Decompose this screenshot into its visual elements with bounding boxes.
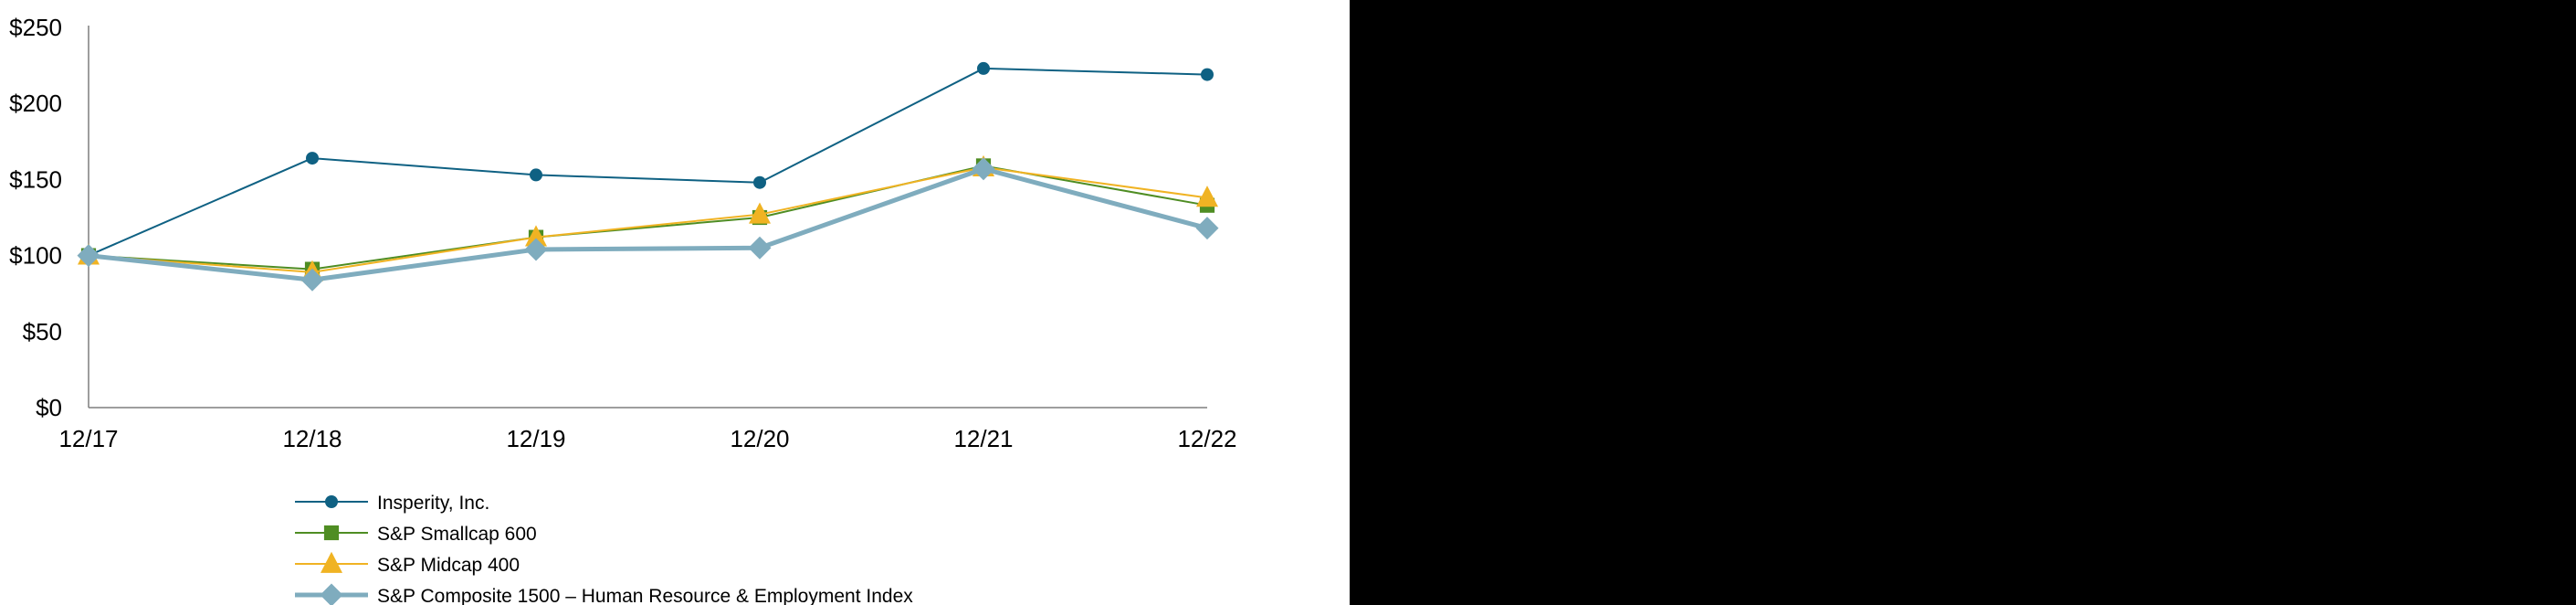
series-s-p-composite-1500-human-resource-employment-index xyxy=(77,157,1219,292)
y-tick-label: $250 xyxy=(9,14,62,41)
legend-label: Insperity, Inc. xyxy=(377,493,489,514)
legend-item: S&P Midcap 400 xyxy=(295,551,520,576)
data-point-triangle xyxy=(749,202,771,224)
data-point-diamond xyxy=(748,236,772,260)
data-point-diamond xyxy=(77,244,100,268)
legend-marker-circle xyxy=(325,495,338,508)
y-tick-label: $100 xyxy=(9,242,62,270)
data-point-triangle xyxy=(1196,186,1218,207)
axes: $0 $50 $100 $150 $200 $250 12/17 12/18 12/19 12/2… xyxy=(9,14,1236,452)
y-tick-label: $0 xyxy=(36,394,62,421)
series-s-p-midcap-400 xyxy=(78,154,1218,281)
data-point-diamond xyxy=(524,238,548,261)
legend-marker-triangle xyxy=(321,551,342,573)
data-point-diamond xyxy=(972,157,995,181)
x-tick-label: 12/21 xyxy=(953,425,1013,452)
black-panel xyxy=(1350,0,2576,605)
legend-marker-square xyxy=(323,525,340,541)
legend-label: S&P Midcap 400 xyxy=(377,555,520,576)
data-point-triangle xyxy=(525,225,547,247)
legend-item: Insperity, Inc. xyxy=(295,493,489,514)
legend-item: S&P Composite 1500 – Human Resource & Em… xyxy=(295,583,913,605)
legend-marker-diamond xyxy=(320,583,343,605)
x-tick-label: 12/22 xyxy=(1177,425,1236,452)
data-point-diamond xyxy=(300,268,324,292)
series-line-insperity-inc xyxy=(88,67,1208,257)
data-point-circle xyxy=(306,152,319,165)
x-tick-label: 12/18 xyxy=(282,425,342,452)
legend: Insperity, Inc. S&P Smallcap 600 S&P Midca… xyxy=(295,493,913,605)
series-line-s-p-composite-1500-human-resource-employment-index xyxy=(88,166,1208,282)
legend-item: S&P Smallcap 600 xyxy=(295,524,537,545)
x-tick-label: 12/20 xyxy=(730,425,789,452)
y-tick-label: $50 xyxy=(23,318,62,345)
y-tick-label: $200 xyxy=(9,90,62,117)
legend-label: S&P Composite 1500 – Human Resource & Em… xyxy=(377,586,913,605)
x-tick-label: 12/17 xyxy=(58,425,118,452)
data-point-circle xyxy=(977,61,990,75)
data-point-circle xyxy=(530,168,542,182)
data-point-diamond xyxy=(1195,217,1219,240)
series-insperity-inc xyxy=(82,61,1214,262)
y-tick-label: $150 xyxy=(9,165,62,193)
data-point-circle xyxy=(1201,68,1214,81)
data-point-circle xyxy=(753,175,766,189)
x-tick-label: 12/19 xyxy=(506,425,565,452)
series-lines xyxy=(77,61,1219,292)
legend-label: S&P Smallcap 600 xyxy=(377,524,537,545)
series-line-s-p-midcap-400 xyxy=(88,166,1208,273)
